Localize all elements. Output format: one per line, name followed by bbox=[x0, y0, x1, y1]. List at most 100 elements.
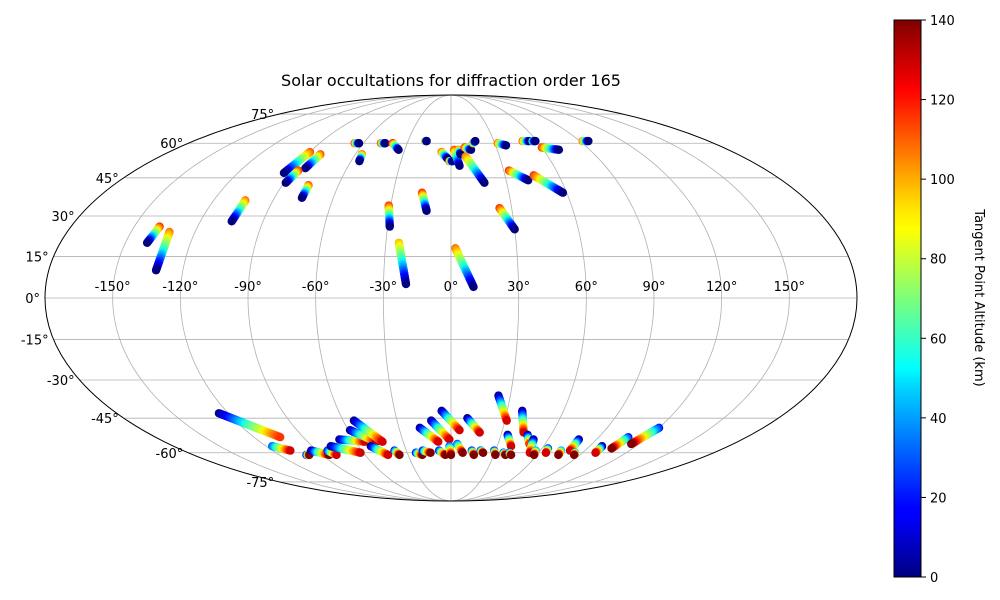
track-point bbox=[458, 448, 467, 457]
track-point bbox=[466, 145, 476, 154]
track-point bbox=[401, 279, 411, 289]
track-point bbox=[554, 450, 563, 460]
track-point bbox=[554, 145, 564, 154]
occultation-track bbox=[476, 446, 488, 457]
track-point bbox=[422, 136, 431, 146]
track-point bbox=[354, 139, 364, 148]
latitude-tick-label: -30° bbox=[47, 374, 75, 389]
track-point bbox=[279, 168, 289, 178]
longitude-tick-label: 150° bbox=[774, 280, 805, 295]
track-point bbox=[301, 163, 310, 173]
track-point bbox=[471, 136, 480, 146]
latitude-tick-label: 30° bbox=[52, 210, 75, 225]
latitude-tick-label: -15° bbox=[21, 334, 49, 349]
occultation-track bbox=[227, 196, 250, 226]
occultation-track bbox=[281, 166, 303, 187]
occultation-track bbox=[554, 446, 566, 460]
colorbar-tick-label: 20 bbox=[930, 491, 947, 506]
track-point bbox=[501, 141, 511, 150]
colorbar-tick-label: 140 bbox=[930, 14, 955, 29]
occultation-track bbox=[451, 244, 478, 292]
longitude-tick-label: -30° bbox=[369, 280, 397, 295]
latitude-tick-label: 75° bbox=[251, 108, 274, 123]
track-point bbox=[276, 432, 285, 442]
colorbar-label: Tangent Point Altitude (km) bbox=[971, 208, 986, 386]
track-point bbox=[455, 161, 464, 171]
occultation-track bbox=[518, 406, 528, 437]
occultation-track bbox=[366, 442, 393, 460]
colorbar-tick-label: 120 bbox=[930, 94, 955, 109]
occultation-track bbox=[384, 201, 394, 231]
occultation-track bbox=[268, 442, 295, 455]
track-point bbox=[422, 206, 431, 215]
track-point bbox=[445, 435, 454, 444]
occultation-track bbox=[417, 188, 431, 215]
occultation-track bbox=[591, 442, 607, 457]
occultation-track bbox=[494, 391, 511, 425]
occultation-track bbox=[326, 442, 365, 457]
track-point bbox=[502, 416, 511, 425]
occultation-track bbox=[394, 238, 411, 289]
track-point bbox=[506, 450, 516, 460]
latitude-tick-label: -75° bbox=[246, 476, 274, 491]
track-point bbox=[491, 450, 500, 460]
occultation-tracks bbox=[142, 136, 664, 460]
occultation-track bbox=[505, 448, 516, 460]
occultation-track bbox=[151, 227, 174, 275]
occultation-track bbox=[569, 448, 580, 460]
track-point bbox=[434, 437, 443, 446]
colorbar-tick-label: 80 bbox=[930, 253, 947, 268]
occultation-track bbox=[528, 136, 540, 146]
occultation-track bbox=[467, 446, 479, 460]
longitude-tick-label: 120° bbox=[706, 280, 737, 295]
latitude-tick-label: -60° bbox=[156, 447, 184, 462]
longitude-tick-labels: -150° -120° -90° -60° -30° 0° 30° 60° 90° 120° 150… bbox=[95, 280, 805, 295]
occultation-track bbox=[390, 446, 404, 460]
track-point bbox=[426, 448, 435, 457]
longitude-tick-label: 30° bbox=[507, 280, 530, 295]
occultation-track bbox=[578, 136, 593, 146]
occultation-track bbox=[489, 446, 500, 460]
occultation-track bbox=[504, 166, 533, 185]
occultation-track bbox=[493, 139, 511, 150]
latitude-tick-labels: 75° 60° 45° 30° 15° 0° -15° -30° -45° -60° -75° bbox=[21, 108, 274, 491]
track-point bbox=[584, 136, 593, 146]
colorbar-tick-label: 40 bbox=[930, 412, 947, 427]
track-point bbox=[332, 450, 341, 460]
occultation-track bbox=[355, 150, 366, 166]
occultation-track bbox=[214, 409, 285, 442]
occultation-track bbox=[421, 136, 431, 146]
track-point bbox=[151, 266, 161, 275]
track-point bbox=[455, 425, 464, 435]
track-point bbox=[142, 238, 152, 247]
track-point bbox=[286, 446, 295, 455]
occultation-track bbox=[453, 439, 467, 457]
map-boundary bbox=[44, 94, 858, 502]
track-point bbox=[297, 193, 307, 203]
occultation-track bbox=[529, 171, 568, 197]
occultation-track bbox=[301, 150, 325, 173]
occultation-track bbox=[541, 444, 553, 457]
track-point bbox=[355, 156, 364, 166]
occultation-track bbox=[437, 147, 452, 164]
track-point bbox=[558, 188, 568, 197]
occultation-track bbox=[463, 413, 484, 437]
track-point bbox=[478, 448, 488, 457]
longitude-tick-label: 0° bbox=[444, 280, 459, 295]
track-point bbox=[591, 448, 600, 457]
occultation-track bbox=[349, 416, 387, 446]
track-point bbox=[529, 450, 539, 460]
occultation-track bbox=[461, 152, 489, 187]
occultation-track bbox=[427, 416, 454, 444]
track-point bbox=[510, 225, 519, 234]
colorbar-ticks: 0 20 40 60 80 100 120 140 bbox=[921, 14, 955, 586]
track-point bbox=[378, 437, 387, 446]
occultation-track bbox=[350, 139, 364, 148]
latitude-tick-label: -45° bbox=[91, 412, 119, 427]
colorbar-gradient bbox=[893, 19, 922, 578]
track-point bbox=[506, 442, 516, 451]
longitude-tick-label: -150° bbox=[95, 280, 131, 295]
longitude-tick-label: -120° bbox=[162, 280, 198, 295]
occultation-track bbox=[415, 423, 443, 446]
